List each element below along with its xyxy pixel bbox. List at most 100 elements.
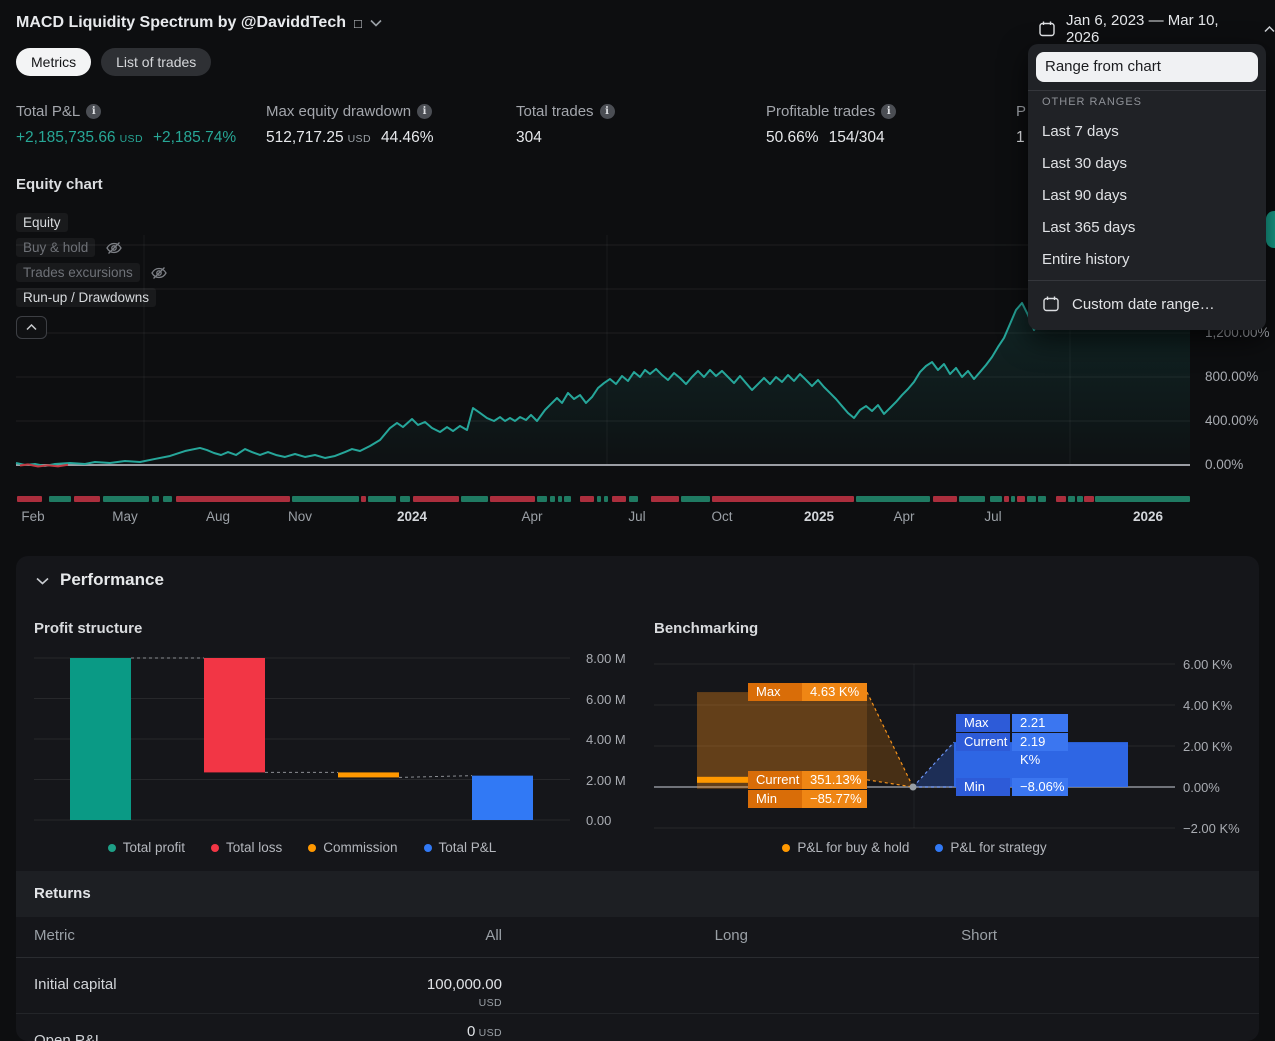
menu-item-entire-history[interactable]: Entire history (1042, 251, 1130, 268)
stat-label: P (1016, 103, 1027, 120)
returns-value-all: 0 USD (466, 1023, 502, 1040)
stat-0: Total P&L i +2,185,735.66 USD +2,185.74% (16, 103, 256, 147)
trade-segment-win (49, 496, 71, 502)
chevron-down-icon[interactable] (370, 19, 382, 27)
info-icon[interactable]: i (417, 104, 433, 119)
menu-divider (1028, 280, 1266, 281)
equity-legend-item-1[interactable]: Buy & hold (16, 238, 123, 257)
trade-segment-win (1011, 496, 1015, 502)
equity-legend-label: Buy & hold (16, 238, 96, 257)
calendar-icon (1038, 20, 1056, 38)
equity-legend-item-0[interactable]: Equity (16, 213, 68, 232)
profit-y-tick: 2.00 M (586, 772, 626, 788)
stat-value: +2,185,735.66 (16, 129, 116, 146)
profit-structure-chart[interactable] (34, 650, 634, 830)
trade-segment-win (292, 496, 359, 502)
returns-title: Returns (34, 885, 91, 902)
legend-item[interactable]: P&L for strategy (935, 840, 1047, 855)
col-metric: Metric (34, 927, 75, 944)
bench-strategy-max-value: 2.21 K% (1012, 714, 1068, 748)
legend-label: P&L for buy & hold (797, 840, 910, 855)
eye-off-icon[interactable] (105, 241, 123, 255)
stat-1: Max equity drawdown i 512,717.25 USD 44.46% (266, 103, 506, 147)
stat-value-secondary: +2,185.74% (152, 129, 237, 146)
deep-history-button-edge[interactable] (1266, 211, 1275, 248)
tab-metrics[interactable]: Metrics (16, 48, 92, 76)
stat-label: Profitable trades (766, 103, 876, 120)
bench-buyhold-min-label: Min (748, 789, 802, 808)
menu-item-last-30-days[interactable]: Last 30 days (1042, 155, 1128, 172)
stat-values: 1 (1016, 129, 1256, 147)
stat-label: Max equity drawdown (266, 103, 412, 120)
legend-dot (935, 843, 944, 852)
stat-values: 304 (516, 129, 756, 147)
stat-label-row: Total P&L i (16, 103, 256, 120)
equity-legend-item-3[interactable]: Run-up / Drawdowns (16, 288, 157, 307)
legend-item[interactable]: Total P&L (423, 840, 497, 855)
returns-row-0: Initial capital 100,000.00 USD (16, 957, 1259, 1014)
chevron-up-icon (1264, 25, 1275, 33)
bench-buyhold-min-value: −85.77% (802, 789, 867, 808)
legend-item[interactable]: P&L for buy & hold (782, 840, 909, 855)
eye-off-icon[interactable] (150, 266, 168, 280)
trade-segment-win (550, 496, 555, 502)
stat-3: Profitable trades i 50.66% 154/304 (766, 103, 1006, 147)
trade-segment-win (558, 496, 562, 502)
equity-x-tick: Oct (711, 509, 733, 524)
menu-item-last-90-days[interactable]: Last 90 days (1042, 187, 1128, 204)
stat-label-row: Profitable trades i (766, 103, 1006, 120)
profit-y-tick: 0.00 (586, 813, 612, 828)
legend-label: Total P&L (438, 840, 497, 855)
collapse-chart-button[interactable] (16, 316, 47, 339)
info-icon[interactable]: i (599, 104, 615, 119)
stat-label-row: Total trades i (516, 103, 756, 120)
menu-item-range-from-chart[interactable]: Range from chart (1036, 52, 1258, 82)
profit-structure-legend: Total profit Total loss Commission Total P&… (34, 840, 570, 855)
legend-label: Total loss (225, 840, 283, 855)
stat-label: Total P&L (16, 103, 81, 120)
chevron-down-icon[interactable] (36, 577, 49, 585)
equity-chart-title: Equity chart (16, 176, 103, 193)
equity-y-tick: 400.00% (1205, 413, 1259, 428)
bench-buyhold-max-label: Max (748, 683, 802, 702)
benchmarking-chart[interactable] (654, 650, 1191, 835)
equity-x-tick: 2026 (1132, 509, 1164, 524)
trade-segment-win (461, 496, 488, 502)
bench-y-tick: 4.00 K% (1183, 698, 1233, 713)
equity-legend-item-2[interactable]: Trades excursions (16, 263, 168, 282)
stat-values: +2,185,735.66 USD +2,185.74% (16, 129, 256, 147)
trade-segment-win (537, 496, 547, 502)
equity-x-tick: Jul (628, 509, 646, 524)
trade-segment-loss (74, 496, 100, 502)
trade-segment-loss (1056, 496, 1066, 502)
trade-segment-win (368, 496, 396, 502)
equity-legend-label: Run-up / Drawdowns (16, 288, 157, 307)
stat-label: Total trades (516, 103, 594, 120)
profit-structure-title: Profit structure (34, 620, 143, 637)
info-icon[interactable]: i (881, 104, 897, 119)
menu-item-custom-date-range[interactable]: Custom date range… (1028, 286, 1266, 322)
trade-segment-loss (712, 496, 854, 502)
trade-segment-win (1095, 496, 1190, 502)
trade-segment-loss (490, 496, 535, 502)
strategy-title: MACD Liquidity Spectrum by @DaviddTech (16, 14, 346, 31)
legend-item[interactable]: Total profit (107, 840, 185, 855)
legend-dot (210, 843, 219, 852)
stat-value: 512,717.25 (266, 129, 344, 146)
equity-legend-label: Trades excursions (16, 263, 140, 282)
menu-item-last-365-days[interactable]: Last 365 days (1042, 219, 1136, 236)
date-range-control[interactable]: Jan 6, 2023 — Mar 10, 2026 (1038, 12, 1275, 46)
profit-y-tick: 4.00 M (586, 732, 626, 747)
tab-list-of-trades[interactable]: List of trades (101, 48, 212, 76)
stat-value: 304 (516, 129, 542, 146)
legend-item[interactable]: Commission (308, 840, 398, 855)
info-icon[interactable]: i (86, 104, 102, 119)
trade-segment-win (1038, 496, 1046, 502)
trade-segment-loss (176, 496, 290, 502)
trade-segment-loss (1084, 496, 1094, 502)
trade-outcome-strip[interactable] (0, 496, 1275, 502)
legend-item[interactable]: Total loss (210, 840, 283, 855)
menu-item-last-7-days[interactable]: Last 7 days (1042, 123, 1119, 140)
stat-value-secondary: 154/304 (828, 129, 885, 146)
equity-curve-chart[interactable] (0, 200, 1275, 500)
